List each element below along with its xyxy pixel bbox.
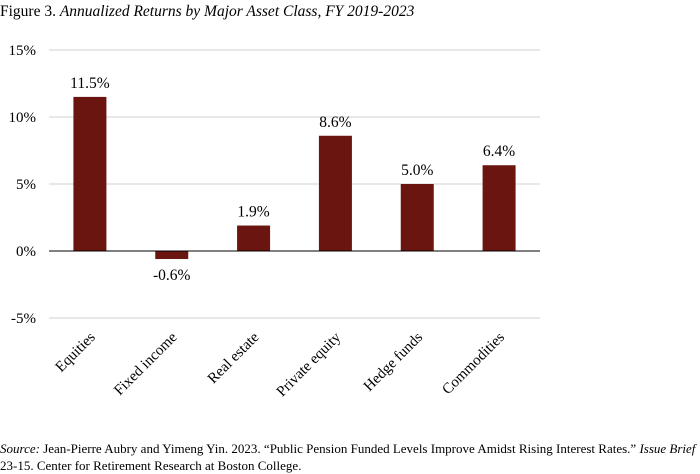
y-axis-tick-labels: 15% 10% 5% 0% -5%	[9, 43, 37, 327]
source-note: Source: Jean-Pierre Aubry and Yimeng Yin…	[0, 440, 698, 474]
data-label: 11.5%	[70, 75, 110, 92]
x-tick-label: Equities	[53, 329, 99, 375]
y-tick-label: 10%	[9, 110, 37, 126]
bar	[482, 165, 516, 251]
figure-label: Figure 3.	[0, 3, 56, 20]
bar	[73, 96, 107, 252]
x-tick-label: Commodities	[439, 329, 508, 398]
bar	[318, 135, 352, 251]
x-tick-label: Hedge funds	[361, 329, 426, 394]
source-label: Source:	[0, 441, 40, 456]
bar-chart: 15% 10% 5% 0% -5% 11.5% -0.6% 1.9% 8.6% 5.0% 6.4%…	[9, 43, 540, 400]
data-label: 1.9%	[237, 204, 269, 221]
y-tick-label: 15%	[9, 43, 37, 59]
bar	[155, 251, 189, 260]
source-text-2: 23-15. Center for Retirement Research at…	[0, 458, 302, 473]
bar	[237, 225, 271, 251]
x-tick-label: Real estate	[205, 329, 263, 387]
x-axis-tick-labels: Equities Fixed income Real estate Private e…	[53, 329, 508, 400]
x-tick-label: Fixed income	[111, 329, 181, 399]
source-brief: Issue Brief	[639, 441, 696, 456]
data-labels: 11.5% -0.6% 1.9% 8.6% 5.0% 6.4%	[70, 75, 515, 284]
data-label: 5.0%	[401, 162, 433, 179]
y-tick-label: 0%	[16, 244, 36, 260]
y-tick-label: 5%	[16, 177, 36, 193]
source-text-1: Jean-Pierre Aubry and Yimeng Yin. 2023. …	[43, 441, 637, 456]
figure-title: Figure 3. Annualized Returns by Major As…	[0, 3, 414, 21]
data-label: 6.4%	[483, 143, 515, 160]
bars	[73, 96, 516, 260]
data-label: 8.6%	[319, 114, 351, 131]
gridlines	[49, 49, 540, 319]
y-tick-label: -5%	[11, 311, 36, 327]
data-label: -0.6%	[153, 267, 191, 284]
bar	[400, 184, 434, 251]
x-tick-label: Private equity	[274, 329, 345, 400]
figure-title-text: Annualized Returns by Major Asset Class,…	[59, 3, 415, 20]
